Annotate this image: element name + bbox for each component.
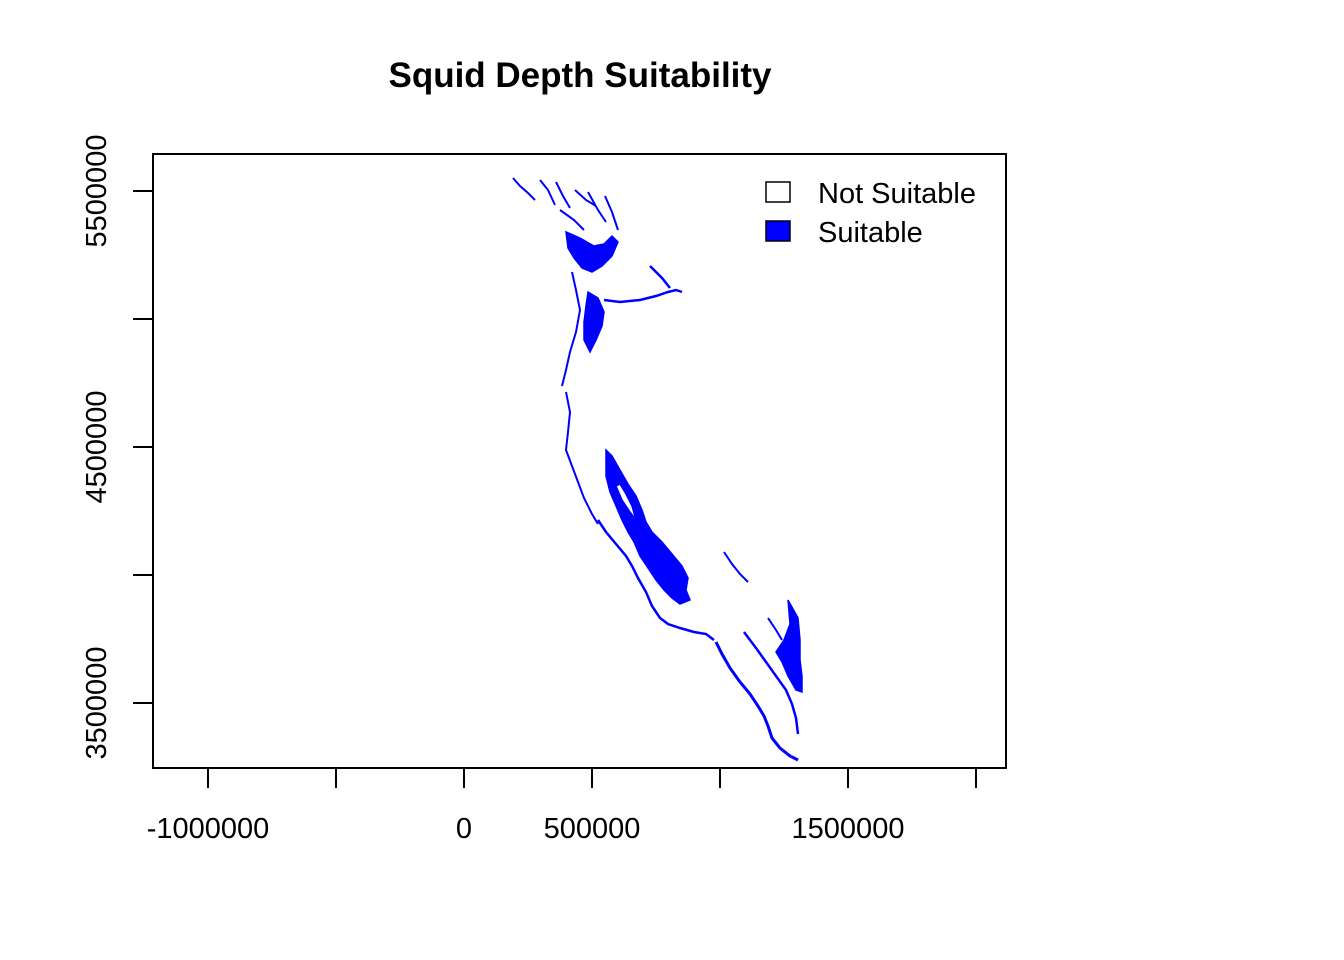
y-axis: 3500000 4500000 5500000	[81, 135, 153, 760]
legend-swatch-suitable	[765, 220, 791, 242]
x-tick-label: -1000000	[147, 813, 270, 845]
suitable-area-central-valley	[605, 448, 691, 605]
x-tick-label: 0	[456, 813, 472, 845]
y-tick-label: 4500000	[81, 391, 113, 504]
suitable-area-north-2	[583, 290, 605, 354]
x-axis: -1000000 0 500000 1500000	[147, 768, 977, 845]
x-tick-label: 1500000	[792, 813, 905, 845]
legend-label-not-suitable: Not Suitable	[818, 178, 976, 210]
suitable-area-north-1	[565, 230, 619, 273]
legend-swatch-not-suitable	[765, 181, 791, 203]
suitable-area-east-speckle	[723, 551, 783, 641]
suitable-area-southeast	[775, 599, 803, 694]
suitable-area-north-3	[561, 271, 582, 387]
suitable-area-north-speckle	[512, 177, 619, 231]
x-tick-label: 500000	[544, 813, 641, 845]
suitable-area-bay	[596, 519, 715, 641]
plot-frame	[152, 153, 1007, 769]
y-tick-label: 3500000	[81, 647, 113, 760]
suitable-area-south-coast	[714, 641, 799, 762]
suitable-area-south-inland	[743, 631, 800, 735]
suitable-raster	[512, 177, 803, 762]
map-title: Squid Depth Suitability	[388, 56, 772, 95]
suitable-area-coast-mid	[564, 391, 599, 525]
legend: Not Suitable Suitable	[765, 178, 976, 249]
suitable-area-strait	[603, 265, 683, 304]
y-tick-label: 5500000	[81, 135, 113, 248]
legend-label-suitable: Suitable	[818, 217, 923, 249]
